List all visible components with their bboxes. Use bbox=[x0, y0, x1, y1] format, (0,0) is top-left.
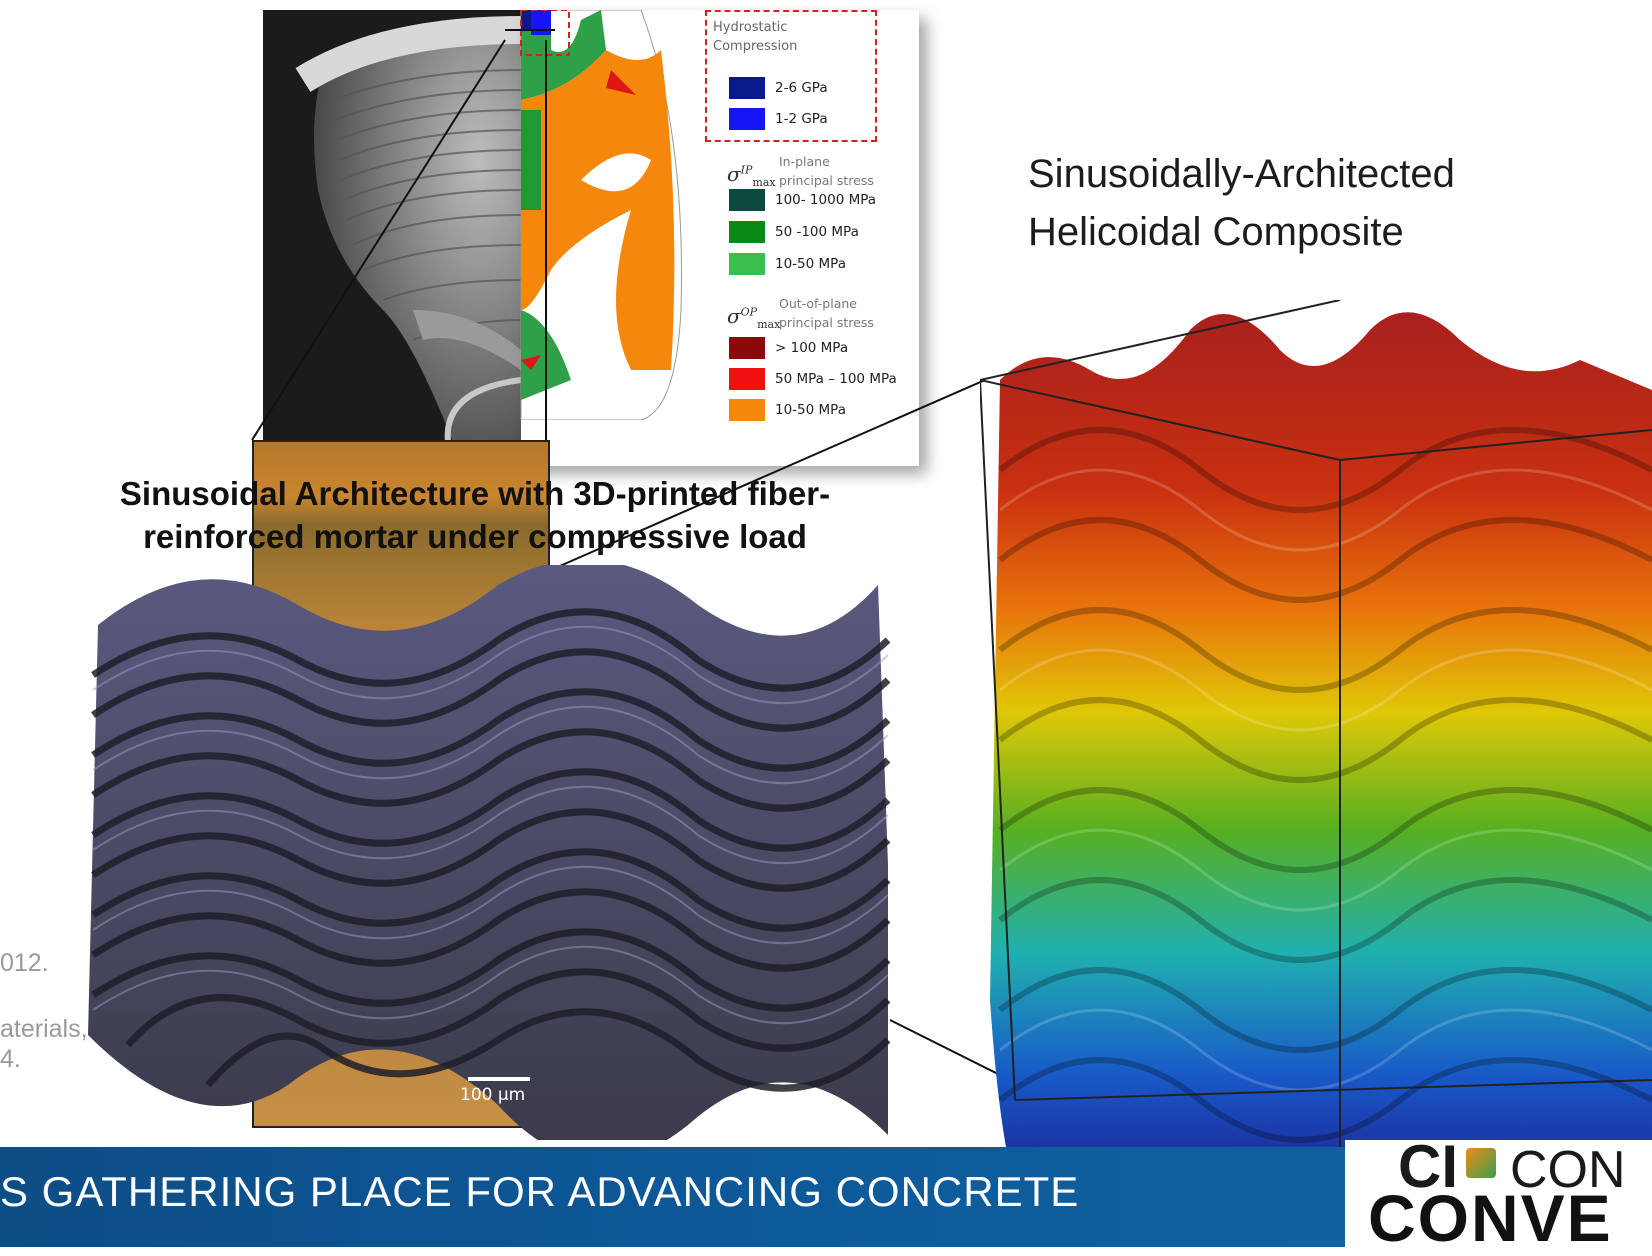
op-desc-line1: Out-of-plane bbox=[779, 296, 857, 311]
reference-line1: 012. bbox=[0, 949, 49, 977]
mortar-title-line2: reinforced mortar under compressive load bbox=[143, 518, 807, 555]
swatch bbox=[729, 399, 765, 421]
op-sigma: σ bbox=[727, 304, 741, 328]
legend-label: 10-50 MPa bbox=[775, 256, 846, 272]
swatch bbox=[729, 368, 765, 390]
logo-ci: CI bbox=[1398, 1133, 1458, 1200]
logo-mark-icon bbox=[1466, 1148, 1496, 1178]
ip-desc-line1: In-plane bbox=[779, 154, 830, 169]
hydro-title-line2: Compression bbox=[713, 39, 798, 54]
op-desc-line2: principal stress bbox=[779, 315, 874, 330]
legend-label: 100- 1000 MPa bbox=[775, 192, 877, 208]
swatch bbox=[729, 77, 765, 99]
ip-desc: In-plane principal stress bbox=[779, 152, 874, 190]
mortar-photo bbox=[88, 565, 891, 1140]
legend-label: 50 -100 MPa bbox=[775, 224, 859, 240]
logo-background bbox=[1345, 1140, 1652, 1252]
swatch bbox=[729, 189, 765, 211]
legend-item-ip-3: 10-50 MPa bbox=[729, 252, 846, 276]
stress-legend-panel: Hydrostatic Compression 2-6 GPa 1-2 GPa … bbox=[520, 10, 919, 466]
scale-bar-line bbox=[468, 1077, 530, 1081]
legend-label: 10-50 MPa bbox=[775, 402, 846, 418]
legend-label: 50 MPa – 100 MPa bbox=[775, 371, 897, 387]
ip-sup: IP bbox=[740, 163, 753, 177]
logo-bottom: CONVE bbox=[1368, 1181, 1613, 1255]
legend-item-ip-1: 100- 1000 MPa bbox=[729, 188, 876, 212]
legend-item-ip-2: 50 -100 MPa bbox=[729, 220, 859, 244]
legend-item-hydro-2: 1-2 GPa bbox=[729, 107, 828, 131]
ip-sub: max bbox=[752, 176, 776, 189]
swatch bbox=[729, 253, 765, 275]
legend-item-op-1: > 100 MPa bbox=[729, 336, 848, 360]
ip-sigma: σ bbox=[727, 162, 741, 186]
footer-bar bbox=[0, 1147, 1345, 1247]
logo-top-left: CI bbox=[1398, 1132, 1458, 1201]
swatch bbox=[729, 221, 765, 243]
stress-map bbox=[520, 10, 682, 420]
hydro-title-line1: Hydrostatic bbox=[713, 20, 788, 35]
ip-desc-line2: principal stress bbox=[779, 173, 874, 188]
hydrostatic-box bbox=[705, 10, 877, 142]
op-sigma-symbol: σOPmax bbox=[727, 304, 780, 331]
scale-bar-label: 100 µm bbox=[460, 1085, 526, 1105]
mortar-title: Sinusoidal Architecture with 3D-printed … bbox=[0, 472, 950, 558]
legend-label: 2-6 GPa bbox=[775, 80, 828, 96]
reference-text: 012. aterials, 4. bbox=[0, 945, 88, 1077]
reference-line3: 4. bbox=[0, 1045, 21, 1073]
footer-text: S GATHERING PLACE FOR ADVANCING CONCRETE bbox=[0, 1168, 1080, 1215]
swatch bbox=[729, 108, 765, 130]
legend-item-op-3: 10-50 MPa bbox=[729, 398, 846, 422]
helicoidal-title-line1: Sinusoidally-Architected bbox=[1028, 152, 1455, 196]
legend-item-hydro-1: 2-6 GPa bbox=[729, 76, 828, 100]
reference-line2: aterials, bbox=[0, 1015, 88, 1043]
logo-top-right: CON bbox=[1510, 1140, 1626, 1200]
ip-sigma-symbol: σIPmax bbox=[727, 162, 776, 189]
swatch bbox=[729, 337, 765, 359]
op-sup: OP bbox=[740, 305, 758, 319]
legend-label: > 100 MPa bbox=[775, 340, 849, 356]
hydro-title: Hydrostatic Compression bbox=[713, 18, 797, 56]
helicoidal-title-line2: Helicoidal Composite bbox=[1028, 210, 1404, 254]
op-sub: max bbox=[757, 318, 781, 331]
op-desc: Out-of-plane principal stress bbox=[779, 294, 874, 332]
legend-item-op-2: 50 MPa – 100 MPa bbox=[729, 367, 897, 391]
helicoidal-composite-render bbox=[980, 300, 1652, 1202]
legend-label: 1-2 GPa bbox=[775, 111, 828, 127]
helicoidal-title: Sinusoidally-Architected Helicoidal Comp… bbox=[1028, 145, 1455, 261]
scale-bar: 100 µm bbox=[460, 1077, 530, 1105]
logo-con: CON bbox=[1510, 1141, 1626, 1199]
mortar-title-line1: Sinusoidal Architecture with 3D-printed … bbox=[119, 475, 831, 512]
